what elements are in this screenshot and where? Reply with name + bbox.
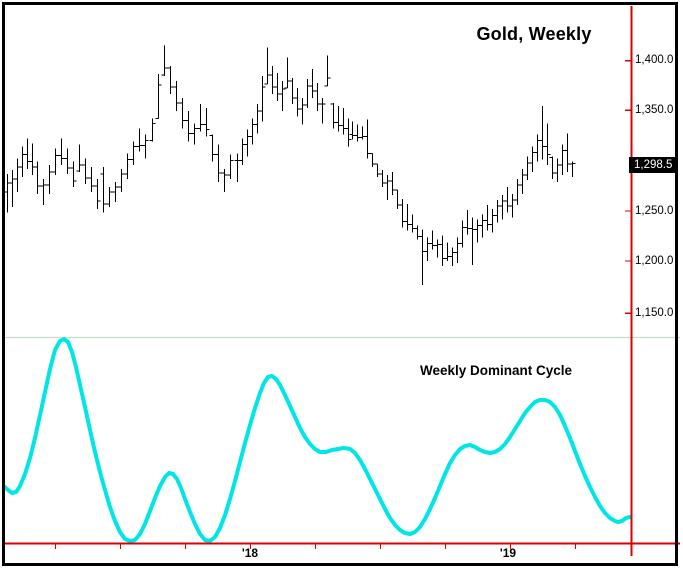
last-price-tag: 1,298.5 xyxy=(629,157,677,173)
price-axis-label-1350: 1,350.0 xyxy=(635,104,674,116)
price-axis-label-1200: 1,200.0 xyxy=(635,255,674,267)
price-bars-series xyxy=(4,45,576,285)
cycle-panel-title: Weekly Dominant Cycle xyxy=(419,363,573,378)
price-axis-label-1400: 1,400.0 xyxy=(635,54,674,66)
chart-title: Gold, Weekly xyxy=(476,24,592,44)
time-axis-label-18: '18 xyxy=(241,546,259,560)
time-axis-label-19: '19 xyxy=(499,546,517,560)
price-axis-label-1250: 1,250.0 xyxy=(635,205,674,217)
cycle-line xyxy=(3,337,632,543)
price-axis-label-1150: 1,150.0 xyxy=(635,307,674,319)
